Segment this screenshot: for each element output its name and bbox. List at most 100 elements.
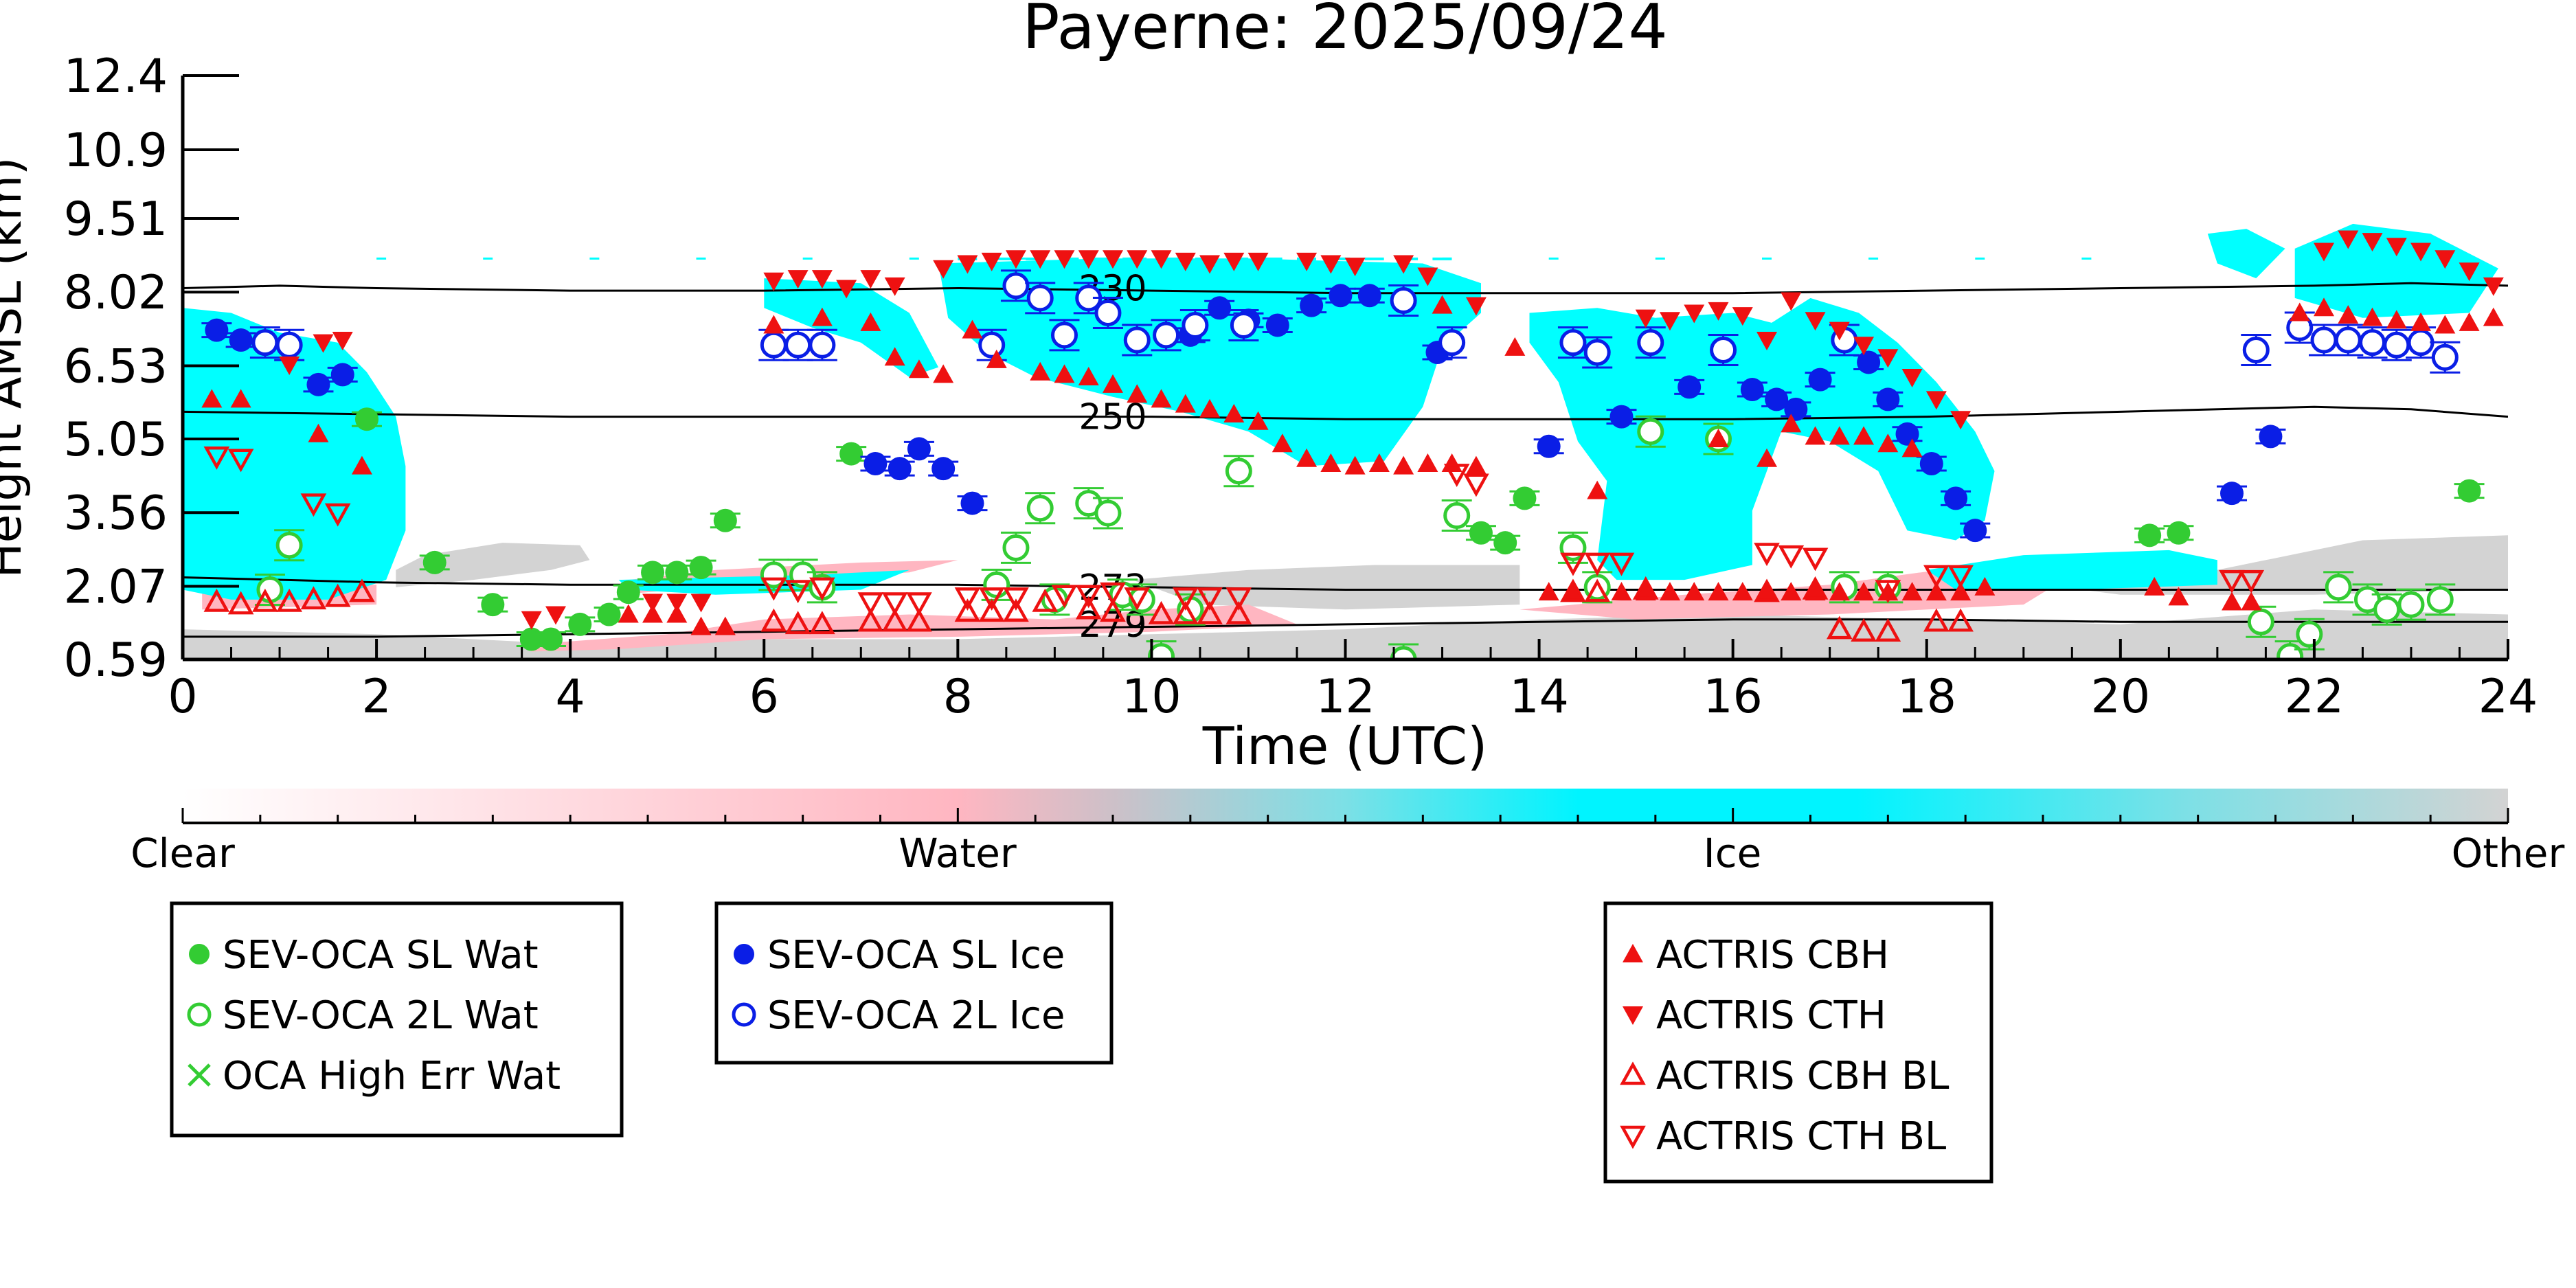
- marker-actris-cth: [957, 255, 978, 274]
- marker-actris-cbh: [1708, 582, 1729, 601]
- marker-actris-cth-bl: [1100, 582, 1126, 606]
- marker-sev-oca-2l-ice: [1230, 311, 1257, 339]
- marker-sev-oca-sl-ice: [1537, 434, 1561, 458]
- marker-actris-cth-bl: [1003, 587, 1029, 611]
- marker-actris-cbh: [860, 312, 881, 331]
- legend-label-actris-cth: ACTRIS CTH: [1656, 993, 1886, 1038]
- marker-actris-cth: [1684, 304, 1705, 324]
- marker-actris-cth: [313, 334, 334, 353]
- marker-actris-cbh-bl: [954, 598, 981, 622]
- marker-actris-cbh-bl: [906, 608, 932, 632]
- x-tick-label: 16: [1703, 670, 1763, 724]
- marker-actris-cth-bl: [809, 577, 835, 601]
- marker-actris-cbh: [2459, 312, 2480, 331]
- phase-region-other: [396, 543, 590, 587]
- x-tick-label: 18: [1897, 670, 1956, 724]
- marker-actris-cbh: [1247, 411, 1269, 430]
- marker-sev-oca-sl-ice: [229, 328, 253, 352]
- marker-actris-cbh-bl: [1584, 578, 1611, 602]
- marker-sev-oca-sl-wat: [597, 602, 621, 626]
- x-tick-label: 12: [1315, 670, 1375, 724]
- marker-actris-cbh-bl: [1032, 588, 1059, 612]
- marker-actris-cbh-bl: [1632, 576, 1659, 600]
- marker-actris-cbh: [2222, 591, 2243, 611]
- marker-sev-oca-2l-ice: [1637, 329, 1664, 357]
- series-actris-cbh-bl: [203, 576, 1974, 642]
- marker-actris-cth: [1708, 302, 1729, 321]
- legend-frame: [714, 901, 1114, 1065]
- legend-label-sev-oca-sl-wat: SEV-OCA SL Wat: [223, 933, 539, 978]
- marker-sev-oca-sl-ice: [1876, 387, 1900, 411]
- marker-actris-cbh-bl: [1923, 608, 1950, 632]
- marker-actris-cbh: [1974, 576, 1996, 596]
- marker-sev-oca-2l-wat: [760, 561, 787, 589]
- marker-actris-cth: [1465, 297, 1487, 316]
- legend-marker-sev-oca-sl-wat: [189, 944, 210, 964]
- phase-cirrus-dash: [991, 257, 1011, 260]
- marker-actris-cth-bl: [1947, 565, 1974, 589]
- legend-label-sev-oca-2l-wat: SEV-OCA 2L Wat: [223, 993, 539, 1038]
- marker-actris-cbh: [763, 315, 784, 334]
- marker-actris-cth: [1829, 321, 1850, 341]
- marker-actris-cbh: [230, 389, 251, 408]
- marker-sev-oca-sl-ice: [1208, 296, 1232, 320]
- marker-actris-cbh-bl: [1172, 600, 1199, 624]
- marker-sev-oca-2l-wat: [1637, 418, 1664, 445]
- marker-actris-cbh: [884, 347, 905, 366]
- marker-actris-cth: [1635, 309, 1656, 328]
- x-axis-label: Time (UTC): [1202, 716, 1488, 776]
- phase-cirrus-dash: [1432, 257, 1452, 260]
- marker-actris-cbh: [1684, 582, 1705, 601]
- marker-actris-cth: [1901, 369, 1923, 388]
- marker-actris-cth: [933, 260, 954, 279]
- y-tick-label: 3.56: [64, 486, 168, 541]
- plot-area: 230250273279: [183, 223, 2508, 659]
- marker-actris-cbh: [2410, 312, 2432, 331]
- marker-actris-cbh-bl: [300, 586, 327, 610]
- marker-actris-cbh: [1223, 404, 1245, 423]
- marker-actris-cbh: [2483, 307, 2504, 326]
- marker-actris-cth-bl: [784, 580, 811, 604]
- marker-sev-oca-sl-ice: [1677, 375, 1702, 399]
- x-tick-label: 22: [2285, 670, 2345, 724]
- marker-sev-oca-sl-wat: [713, 508, 737, 532]
- marker-sev-oca-sl-wat: [539, 627, 563, 651]
- x-tick-label: 6: [749, 670, 779, 724]
- marker-actris-cth: [1054, 250, 1075, 269]
- marker-sev-oca-2l-ice: [1050, 321, 1078, 349]
- x-tick-label: 24: [2478, 670, 2538, 724]
- y-tick-label: 6.53: [64, 339, 168, 394]
- marker-actris-cbh: [1151, 389, 1172, 408]
- marker-sev-oca-2l-wat: [2276, 643, 2304, 659]
- marker-actris-cth: [1659, 312, 1680, 331]
- legend-label-sev-oca-2l-ice: SEV-OCA 2L Ice: [767, 993, 1065, 1038]
- series-actris-cbh: [201, 295, 2504, 635]
- marker-sev-oca-sl-ice: [2259, 425, 2283, 449]
- marker-actris-cbh: [2168, 587, 2189, 606]
- marker-actris-cbh: [308, 423, 329, 442]
- marker-actris-cbh-bl: [760, 608, 787, 632]
- marker-actris-cbh-bl: [857, 608, 884, 632]
- marker-sev-oca-sl-wat: [2138, 523, 2162, 547]
- marker-actris-cth: [2459, 262, 2480, 282]
- marker-sev-oca-sl-ice: [205, 318, 229, 342]
- marker-sev-oca-2l-ice: [2407, 329, 2434, 357]
- legend-marker-sev-oca-2l-ice: [732, 1002, 756, 1027]
- marker-actris-cth: [1030, 250, 1051, 269]
- marker-actris-cth-bl: [1802, 547, 1829, 572]
- marker-actris-cbh-bl: [349, 578, 375, 602]
- marker-actris-cth: [521, 611, 542, 630]
- phase-region-other: [2043, 535, 2508, 595]
- marker-actris-cbh-bl: [1754, 578, 1780, 602]
- marker-sev-oca-2l-wat: [1443, 502, 1471, 530]
- marker-actris-cth: [666, 594, 688, 613]
- legend-marker-actris-cbh-bl: [1620, 1061, 1646, 1085]
- marker-sev-oca-sl-ice: [931, 457, 956, 481]
- marker-actris-cbh: [1441, 453, 1462, 472]
- marker-sev-oca-2l-wat: [1390, 646, 1417, 659]
- y-tick-label: 12.4: [64, 49, 168, 104]
- marker-sev-oca-2l-ice: [978, 331, 1006, 359]
- phase-region-ice: [2207, 229, 2285, 279]
- y-tick-label: 0.59: [64, 633, 168, 688]
- marker-actris-cth: [836, 280, 857, 299]
